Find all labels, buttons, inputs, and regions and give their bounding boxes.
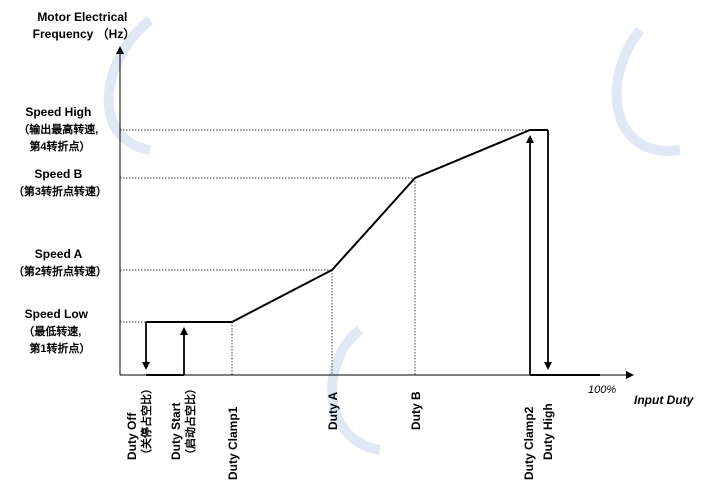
label-duty-start: Duty Start （启动占空比） [169, 383, 197, 460]
x-axis-title: Input Duty [634, 393, 695, 407]
percent-label: 100% [588, 384, 616, 396]
label-duty-clamp1: Duty Clamp1 [226, 406, 240, 480]
watermark [103, 16, 681, 455]
label-duty-b: Duty B [409, 391, 423, 430]
y-axis-title: Motor Electrical Frequency （Hz） [33, 10, 136, 41]
label-duty-a: Duty A [326, 391, 340, 430]
label-speed-a: Speed A （第2转折点转速） [13, 247, 107, 278]
watermark-stroke [103, 16, 154, 155]
watermark-stroke [611, 26, 681, 156]
speed-curve [146, 129, 548, 323]
watermark-stroke [327, 326, 382, 455]
label-duty-high: Duty High [541, 403, 555, 460]
label-duty-clamp2: Duty Clamp2 [522, 406, 536, 480]
guides-horizontal [120, 129, 530, 323]
guides-vertical [231, 178, 416, 375]
label-speed-low: Speed Low （最低转速, 第1转折点） [23, 307, 91, 355]
label-speed-high: Speed High （输出最高转速, 第4转折点） [18, 105, 101, 153]
label-duty-off: Duty Off （关停占空比） [125, 383, 153, 460]
label-speed-b: Speed B （第3转折点转速） [13, 167, 107, 198]
